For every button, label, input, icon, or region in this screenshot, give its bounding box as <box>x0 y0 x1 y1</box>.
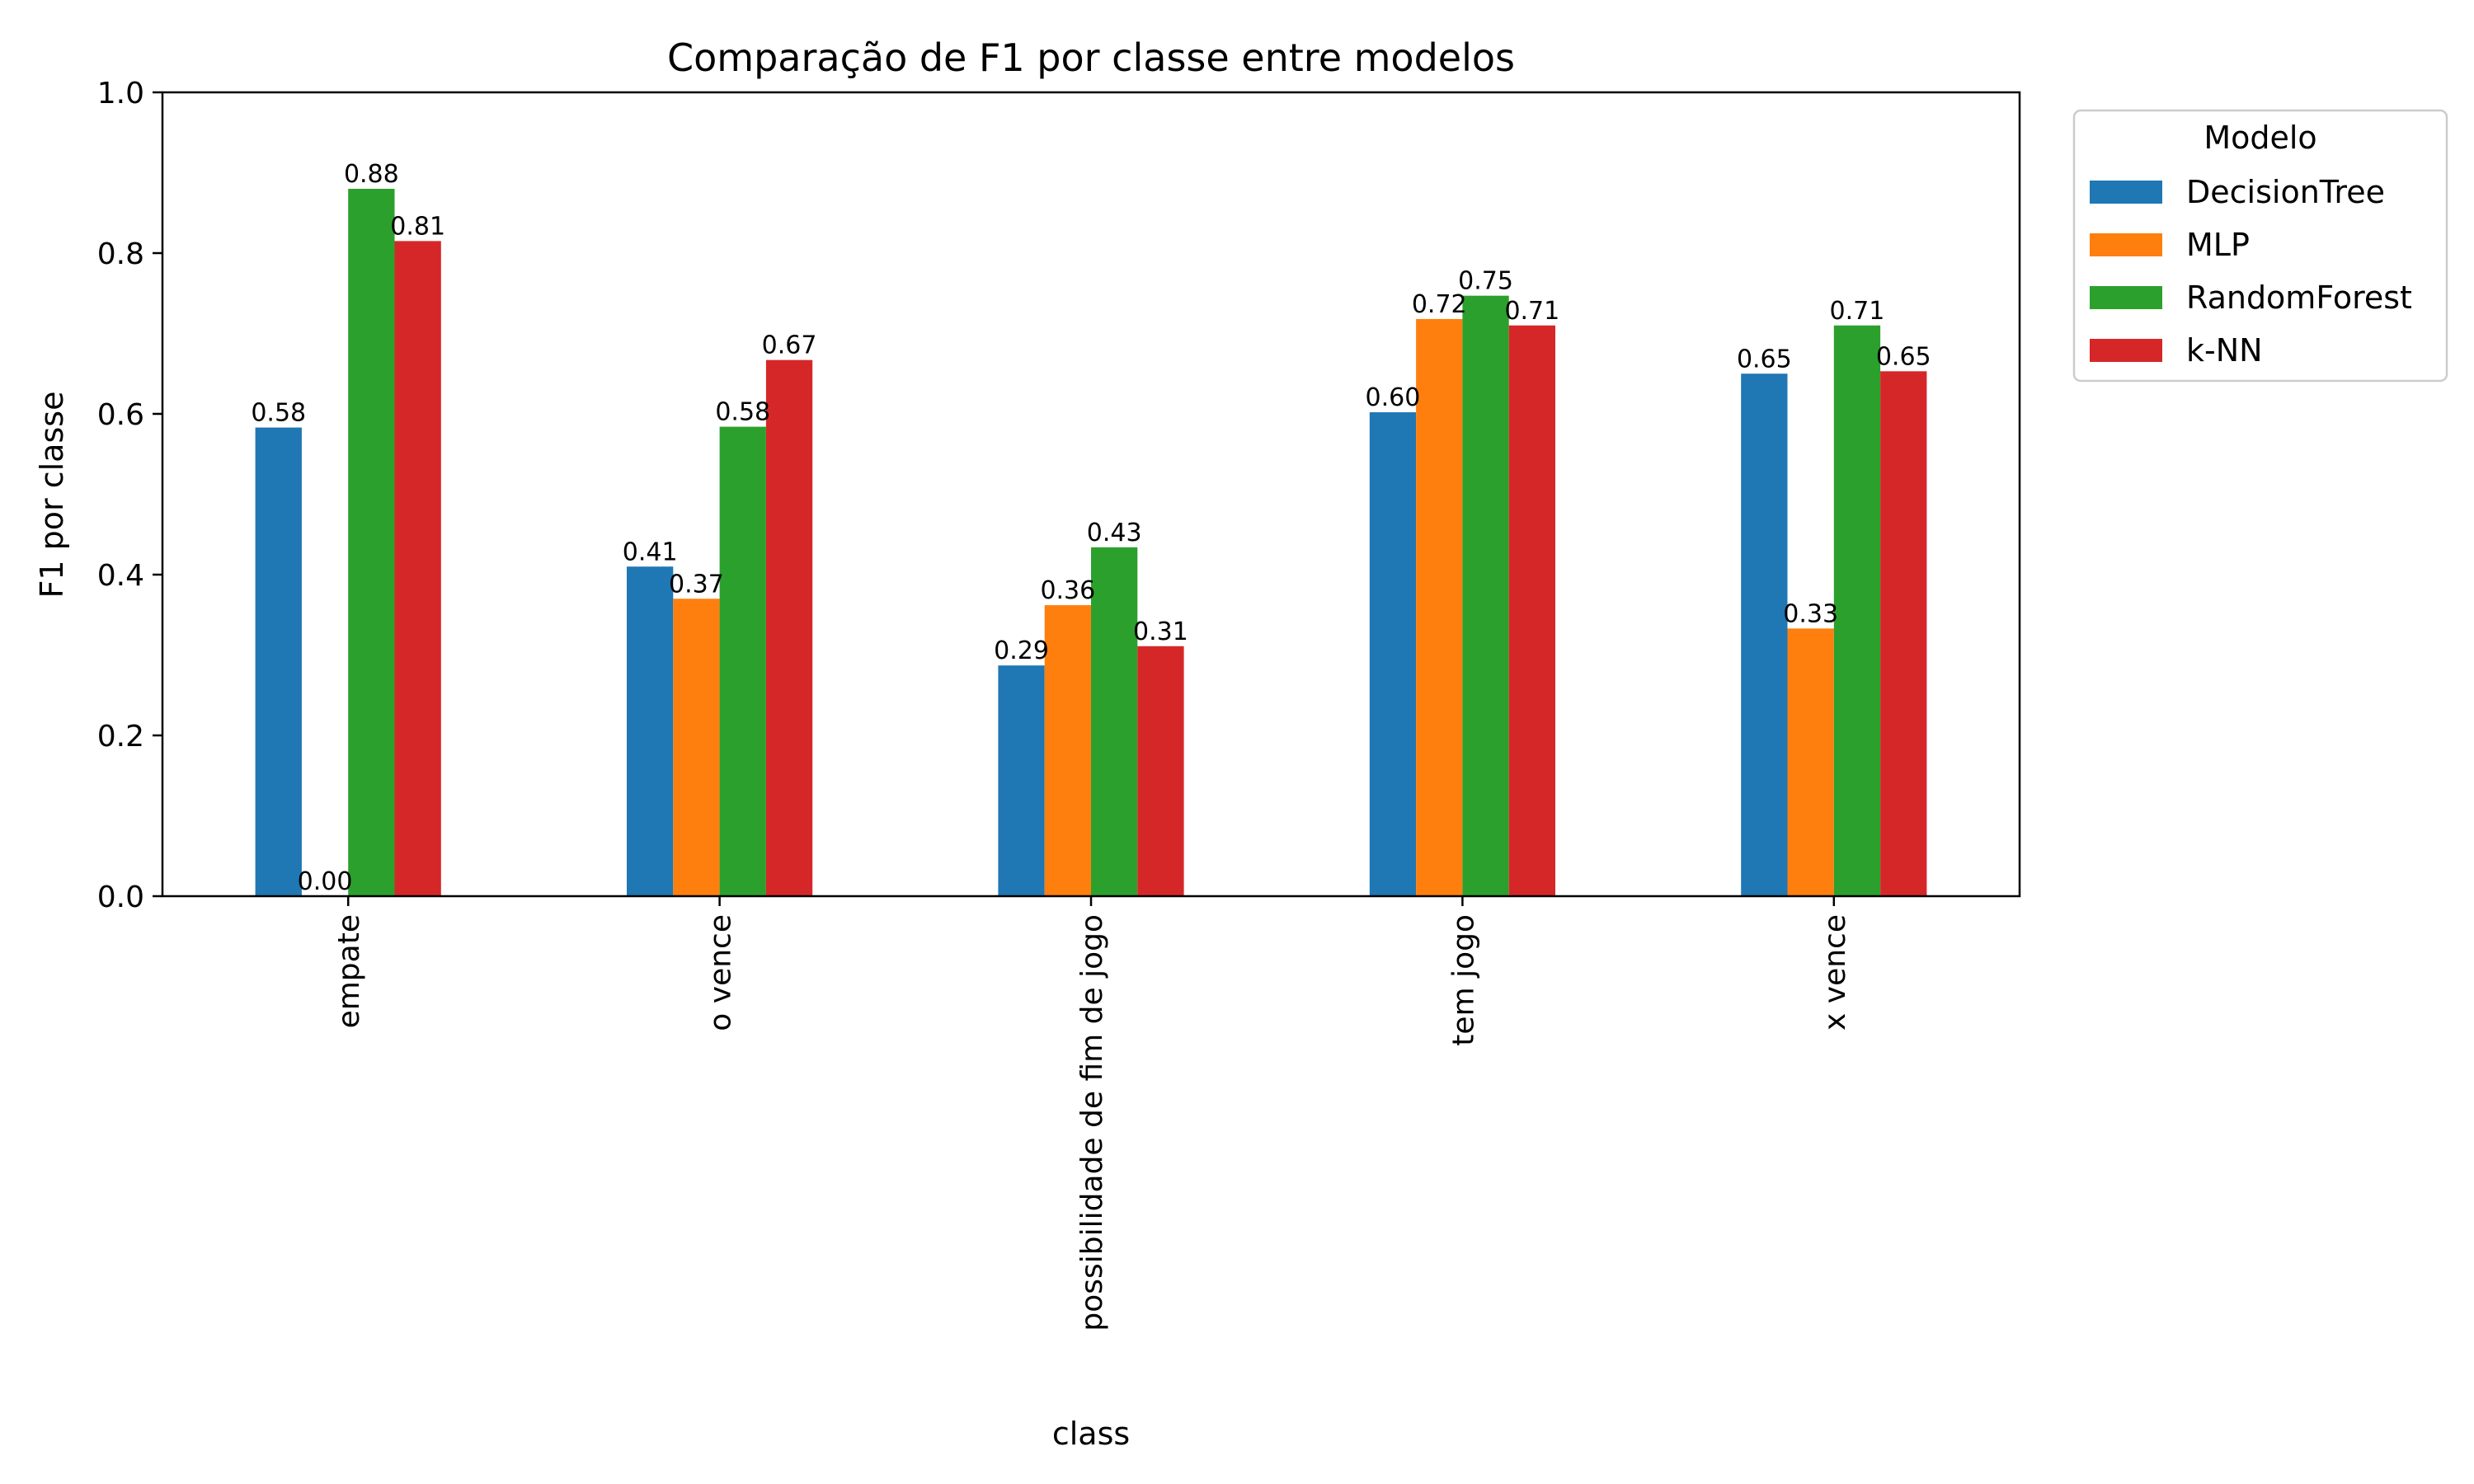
x-axis-label: class <box>1052 1416 1130 1452</box>
bar-decisiontree-4 <box>1741 373 1788 896</box>
x-tick-label: empate <box>332 914 366 1028</box>
legend-items: DecisionTree MLP RandomForest k-NN <box>2090 174 2412 369</box>
data-label: 0.43 <box>1087 519 1142 547</box>
legend-swatch <box>2090 233 2162 256</box>
data-label: 0.29 <box>994 636 1049 665</box>
data-label: 0.67 <box>762 331 817 360</box>
legend-swatch <box>2090 181 2162 204</box>
bar-randomforest-1 <box>719 426 766 896</box>
legend-label: RandomForest <box>2186 279 2412 316</box>
data-label: 0.58 <box>251 399 306 428</box>
bar-randomforest-3 <box>1462 295 1509 896</box>
data-label: 0.71 <box>1830 297 1885 326</box>
legend-swatch <box>2090 286 2162 309</box>
data-label: 0.33 <box>1783 599 1838 628</box>
data-label: 0.31 <box>1133 618 1188 646</box>
x-tick-label: tem jogo <box>1446 914 1480 1046</box>
legend-box <box>2072 109 2448 383</box>
y-tick-label: 0.6 <box>97 398 144 432</box>
data-label: 0.72 <box>1412 290 1467 319</box>
bar-decisiontree-3 <box>1369 412 1417 896</box>
bar-decisiontree-2 <box>998 665 1045 896</box>
data-label: 0.60 <box>1366 383 1421 412</box>
legend-label: MLP <box>2186 227 2250 263</box>
legend: Modelo DecisionTree MLP RandomForest k-NN <box>2072 109 2448 383</box>
bar-mlp-1 <box>673 599 720 896</box>
y-tick-label: 0.0 <box>97 881 144 914</box>
data-label: 0.37 <box>669 570 724 599</box>
bar-mlp-3 <box>1416 318 1463 896</box>
data-label: 0.65 <box>1876 342 1931 371</box>
y-tick-label: 0.8 <box>97 237 144 271</box>
data-label: 0.71 <box>1504 297 1559 326</box>
legend-swatch <box>2090 339 2162 362</box>
y-tick-label: 1.0 <box>97 77 144 110</box>
legend-title: Modelo <box>2204 120 2316 156</box>
bar-k-nn-1 <box>765 359 813 896</box>
bar-k-nn-0 <box>394 241 441 896</box>
bar-mlp-4 <box>1787 628 1834 896</box>
bar-randomforest-2 <box>1091 547 1138 896</box>
data-label: 0.65 <box>1737 345 1792 373</box>
legend-label: k-NN <box>2186 332 2263 369</box>
y-tick-label: 0.2 <box>97 720 144 754</box>
data-label: 0.75 <box>1458 267 1513 296</box>
bar-decisiontree-1 <box>627 566 674 896</box>
y-tick-label: 0.4 <box>97 559 144 593</box>
data-label: 0.41 <box>623 538 678 566</box>
bar-k-nn-3 <box>1508 325 1555 896</box>
bars-layer <box>255 189 1927 896</box>
bar-k-nn-4 <box>1880 371 1927 896</box>
y-axis: 0.0 0.2 0.4 0.6 0.8 1.0 <box>97 77 162 914</box>
data-label: 0.88 <box>344 160 399 189</box>
bar-decisiontree-0 <box>255 427 302 896</box>
bar-randomforest-0 <box>348 189 395 896</box>
bar-k-nn-2 <box>1137 646 1184 896</box>
bar-randomforest-4 <box>1833 325 1881 896</box>
data-label: 0.00 <box>298 867 353 896</box>
x-tick-label: o vence <box>704 914 738 1031</box>
y-axis-label: F1 por classe <box>34 392 70 599</box>
x-axis: empate o vence possibilidade de fim de jog… <box>332 896 1852 1331</box>
legend-label: DecisionTree <box>2186 174 2385 210</box>
data-label: 0.81 <box>390 212 445 241</box>
data-labels-layer: 0.58 0.41 0.29 0.60 0.65 0.00 0.37 0.36 0.72 0.33… <box>251 160 1931 896</box>
chart-title: Comparação de F1 por classe entre modelo… <box>667 35 1515 80</box>
x-tick-label: possibilidade de fim de jogo <box>1075 914 1109 1331</box>
data-label: 0.36 <box>1040 576 1095 605</box>
bar-mlp-2 <box>1044 605 1091 896</box>
data-label: 0.58 <box>715 398 770 427</box>
x-tick-label: x vence <box>1818 914 1852 1031</box>
